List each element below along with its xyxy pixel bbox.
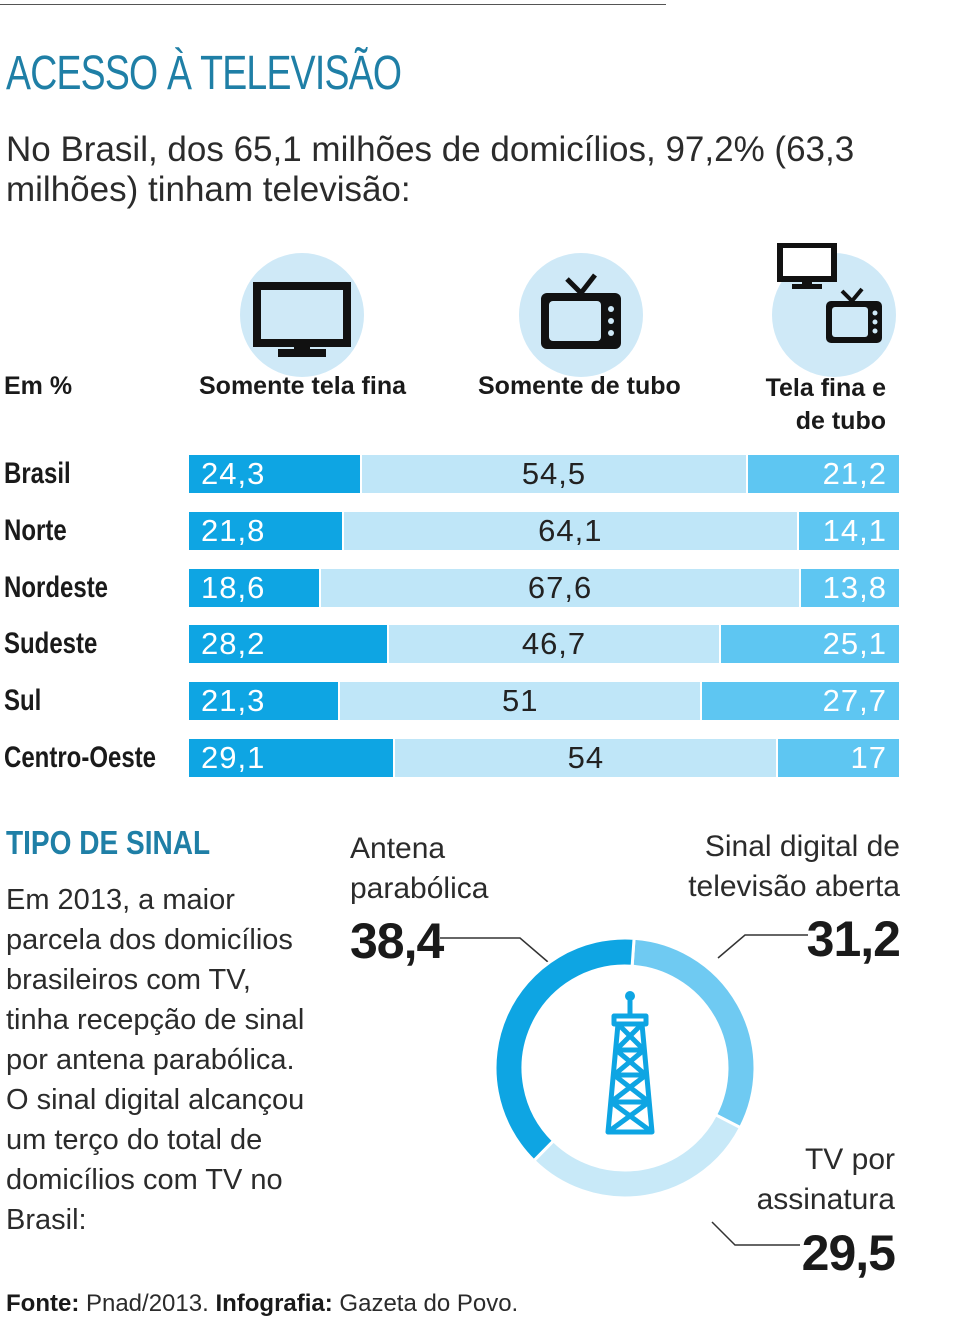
flat-tv-svg — [253, 282, 351, 357]
segment-thin: 29,1 — [189, 739, 396, 777]
antena-slice — [493, 936, 636, 1163]
digital-value: 31,2 — [806, 911, 901, 967]
bar-row: 21,3 51 27,7 — [189, 682, 899, 721]
source-label: Fonte: — [6, 1290, 80, 1317]
flat-and-tube-tv-icon — [770, 243, 900, 377]
credit-value: Gazeta do Povo. — [332, 1290, 519, 1317]
segment-both: 13,8 — [801, 568, 899, 607]
column-header-tube: Somente de tubo — [478, 372, 681, 400]
antena-label-line1: Antena — [350, 832, 446, 865]
bar-row: 28,2 46,7 25,1 — [189, 625, 899, 664]
row-label: Sudeste — [4, 627, 98, 661]
credit-label: Infografia: — [215, 1290, 333, 1317]
row-label: Nordeste — [4, 570, 109, 604]
digital-label-line2: televisão aberta — [688, 870, 900, 903]
flat-tv-icon — [240, 253, 364, 377]
antena-leader-line — [440, 937, 549, 963]
column-header-thin: Somente tela fina — [199, 372, 406, 400]
tube-tv-svg — [541, 273, 621, 349]
assinatura-value: 29,5 — [801, 1225, 896, 1281]
segment-thin: 24,3 — [189, 455, 362, 493]
section-text: Em 2013, a maior parcela dos domicílios … — [6, 884, 305, 1236]
antena-label-line2: parabólica — [350, 872, 489, 905]
segment-tube: 67,6 — [321, 568, 801, 607]
segment-both: 27,7 — [702, 682, 899, 721]
top-rule — [0, 4, 666, 5]
column-header-both: Tela fina e de tubo — [765, 374, 886, 435]
row-label: Norte — [4, 513, 67, 547]
bar-row: 29,1 54 17 — [189, 739, 899, 777]
antenna-tower-icon — [605, 991, 655, 1135]
row-label: Brasil — [4, 457, 71, 490]
page-subtitle: No Brasil, dos 65,1 milhões de domicílio… — [6, 130, 855, 209]
bar-row: 21,8 64,1 14,1 — [189, 511, 899, 550]
bar-row: 24,3 54,5 21,2 — [189, 455, 899, 493]
segment-thin: 21,3 — [189, 682, 341, 721]
flat-and-tube-tv-svg — [777, 243, 882, 343]
source-value: Pnad/2013. — [79, 1290, 216, 1317]
digital-slice — [630, 936, 757, 1130]
segment-both: 17 — [778, 739, 899, 777]
segment-both: 21,2 — [748, 455, 899, 493]
segment-both: 14,1 — [798, 511, 899, 550]
antena-value: 38,4 — [350, 913, 444, 969]
segment-tube: 46,7 — [389, 625, 721, 664]
page-title: ACESSO À TELEVISÃO — [6, 47, 402, 100]
segment-tube: 54,5 — [361, 455, 749, 493]
segment-tube: 64,1 — [343, 511, 799, 550]
segment-thin: 18,6 — [189, 568, 322, 607]
digital-label-line1: Sinal digital de — [704, 830, 900, 863]
assinatura-label-line2: assinatura — [756, 1183, 895, 1216]
unit-label: Em % — [4, 372, 73, 400]
segment-tube: 54 — [395, 739, 779, 777]
row-label: Sul — [4, 684, 42, 718]
segment-tube: 51 — [340, 682, 703, 721]
segment-both: 25,1 — [720, 625, 899, 664]
assinatura-label-line1: TV por — [804, 1143, 895, 1176]
tube-tv-icon — [519, 253, 643, 377]
section-title: TIPO DE SINAL — [6, 824, 211, 861]
segment-thin: 28,2 — [189, 625, 390, 664]
footer: Fonte: Pnad/2013. Infografia: Gazeta do … — [6, 1290, 518, 1318]
row-label: Centro-Oeste — [4, 741, 157, 774]
segment-thin: 21,8 — [189, 511, 344, 550]
bar-row: 18,6 67,6 13,8 — [189, 568, 899, 607]
